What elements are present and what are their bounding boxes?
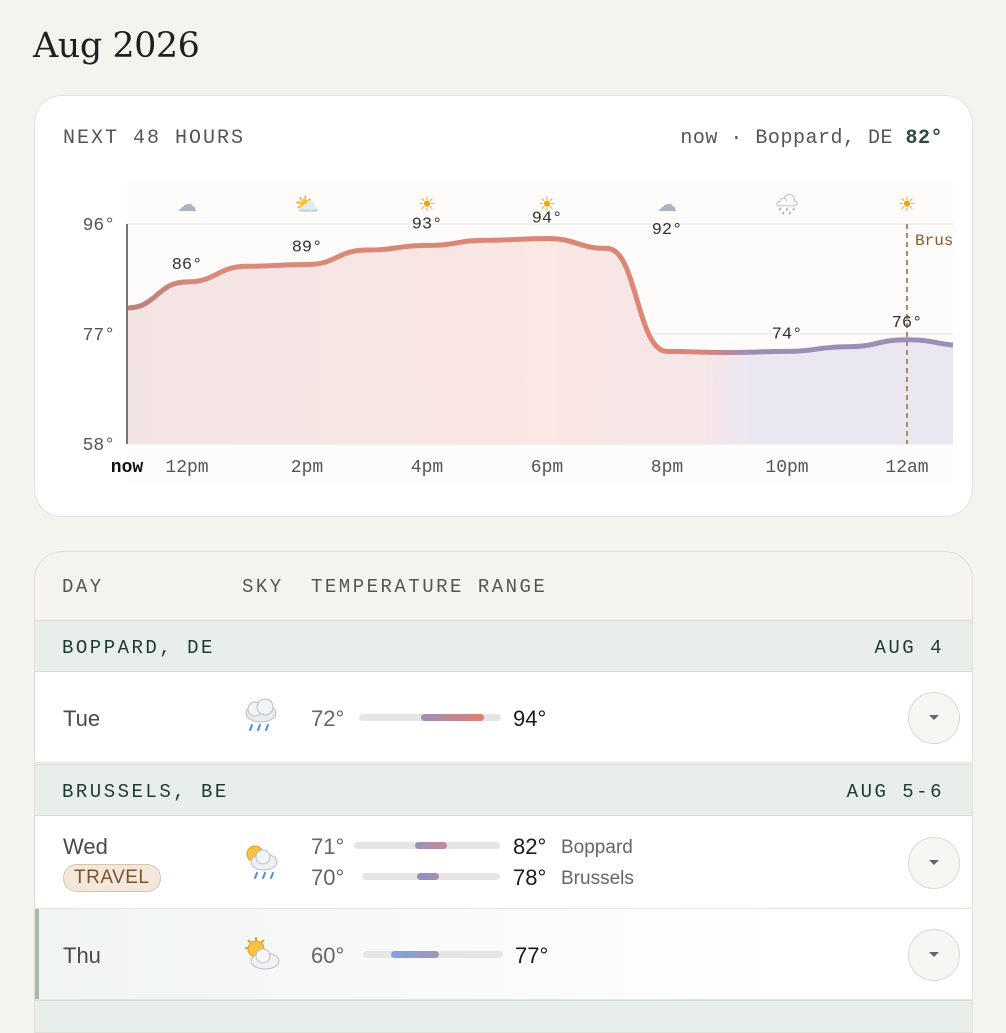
sun-icon: ☀: [418, 192, 436, 216]
temp-range-bar: [363, 951, 503, 958]
sun-icon: ☀: [898, 192, 916, 216]
sun-icon: ☀: [538, 192, 556, 216]
group-name: BOPPARD, DE: [62, 637, 215, 659]
rain-cloud-icon: 🌧: [774, 192, 799, 216]
temp-low: 72°: [311, 706, 345, 731]
x-tick-label: 12am: [885, 458, 928, 478]
day-label: Tue: [63, 706, 101, 731]
partly-sunny-icon: ⛅: [295, 192, 320, 216]
current-conditions: now · Boppard, DE 82°: [680, 127, 943, 150]
temp-range-bar: [359, 714, 501, 721]
sun-behind-rain-cloud-icon: [241, 842, 281, 882]
data-label: 93°: [412, 215, 443, 234]
data-label: 89°: [292, 239, 323, 258]
data-label: 74°: [772, 325, 803, 344]
cloud-icon: ☁: [177, 192, 197, 216]
temperature-series: [127, 235, 953, 444]
location-label: Brussels: [561, 868, 634, 889]
next-group-header: [35, 1000, 972, 1032]
chevron-down-icon: [929, 715, 939, 720]
temp-range-bar: [354, 842, 500, 849]
temp-low: 71°: [311, 834, 345, 859]
day-label: Wed: [63, 834, 108, 859]
temperature-area: [127, 238, 953, 444]
current-location: now · Boppard, DE: [680, 127, 893, 150]
temperature-chart[interactable]: 96° 77° 58° Brus 86° 89° 93° 94° 92° 74° 76° ☁ ⛅ ☀ ☀ ☁ 🌧…: [35, 96, 972, 516]
day-row-wed[interactable]: Wed TRAVEL 71° 82° Boppard 70° 78° Bruss…: [35, 816, 972, 909]
forecast-card: NEXT 48 HOURS now · Boppard, DE 82° 96° 7…: [34, 95, 973, 517]
expand-button[interactable]: [908, 692, 960, 744]
current-temp: 82°: [905, 127, 943, 150]
temp-high: 77°: [515, 943, 549, 968]
col-header-day: DAY: [62, 576, 104, 598]
x-tick-label: 2pm: [291, 458, 323, 478]
col-header-sky: SKY: [242, 576, 284, 598]
group-date: AUG 4: [874, 637, 944, 659]
data-label: 76°: [892, 314, 923, 333]
temp-high: 82°: [513, 834, 547, 859]
expand-button[interactable]: [908, 837, 960, 889]
temp-high: 94°: [513, 706, 547, 731]
y-tick-label: 77°: [83, 326, 115, 346]
x-tick-now: now: [111, 458, 144, 478]
group-name: BRUSSELS, BE: [62, 781, 229, 803]
col-header-range: TEMPERATURE RANGE: [311, 576, 548, 598]
x-tick-label: 10pm: [765, 458, 808, 478]
day-label: Thu: [63, 943, 101, 968]
rain-cloud-icon: [241, 696, 281, 736]
location-label: Boppard: [561, 837, 633, 858]
temp-high: 78°: [513, 865, 547, 890]
expand-button[interactable]: [908, 929, 960, 981]
sun-behind-cloud-icon: [241, 935, 281, 975]
temp-low: 70°: [311, 865, 345, 890]
group-date: AUG 5-6: [846, 781, 944, 803]
temp-low: 60°: [311, 943, 345, 968]
y-tick-label: 58°: [83, 436, 115, 456]
chevron-down-icon: [929, 860, 939, 865]
travel-badge: TRAVEL: [63, 864, 161, 892]
y-tick-label: 96°: [83, 216, 115, 236]
group-header-brussels: BRUSSELS, BE AUG 5-6: [35, 764, 972, 816]
data-label: 92°: [652, 221, 683, 240]
group-header-boppard: BOPPARD, DE AUG 4: [35, 620, 972, 672]
data-label: 94°: [532, 210, 563, 229]
daily-forecast-table: DAY SKY TEMPERATURE RANGE BOPPARD, DE AU…: [34, 551, 973, 1033]
day-row-thu[interactable]: Thu 60° 77°: [35, 909, 972, 1000]
x-tick-label: 12pm: [165, 458, 208, 478]
x-tick-label: 8pm: [651, 458, 683, 478]
data-label: 86°: [172, 256, 203, 275]
forecast-header: NEXT 48 HOURS: [63, 127, 246, 150]
x-tick-label: 4pm: [411, 458, 443, 478]
temp-range-bar: [362, 873, 500, 880]
chevron-down-icon: [929, 952, 939, 957]
x-tick-label: 6pm: [531, 458, 563, 478]
page-title: Aug 2026: [33, 26, 200, 66]
location-change-label: Brus: [915, 232, 953, 250]
temperature-line: [127, 235, 953, 356]
day-row-tue[interactable]: Tue 72° 94°: [35, 672, 972, 763]
cloud-icon: ☁: [657, 192, 677, 216]
